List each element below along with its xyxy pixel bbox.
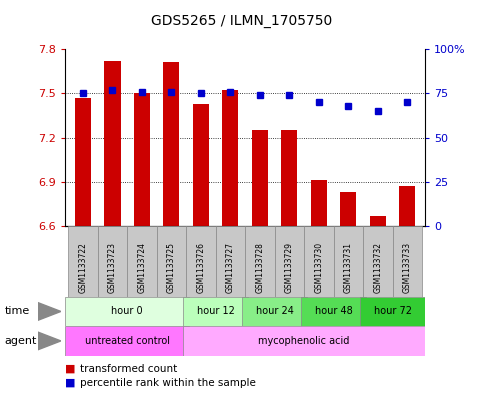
Text: hour 12: hour 12	[197, 307, 235, 316]
Bar	[370, 216, 386, 226]
Bar	[304, 226, 334, 297]
Text: hour 24: hour 24	[256, 307, 294, 316]
Bar	[183, 297, 248, 326]
Bar	[334, 226, 363, 297]
Bar	[360, 297, 425, 326]
Bar	[275, 226, 304, 297]
Bar	[134, 94, 150, 226]
Text: GSM1133732: GSM1133732	[373, 242, 383, 293]
Text: hour 0: hour 0	[111, 307, 143, 316]
Bar	[363, 226, 393, 297]
Bar	[215, 226, 245, 297]
Text: ■: ■	[65, 378, 76, 388]
Text: GSM1133727: GSM1133727	[226, 242, 235, 293]
Text: GSM1133729: GSM1133729	[285, 242, 294, 293]
Bar	[242, 297, 307, 326]
Bar	[104, 61, 120, 226]
Text: ■: ■	[65, 364, 76, 374]
Text: time: time	[5, 307, 30, 316]
Text: hour 48: hour 48	[315, 307, 353, 316]
Text: untreated control: untreated control	[85, 336, 170, 346]
Text: GSM1133724: GSM1133724	[137, 242, 146, 293]
Text: percentile rank within the sample: percentile rank within the sample	[80, 378, 256, 388]
Text: agent: agent	[5, 336, 37, 346]
Bar	[127, 226, 156, 297]
Bar	[68, 226, 98, 297]
Bar	[399, 186, 415, 226]
Text: GDS5265 / ILMN_1705750: GDS5265 / ILMN_1705750	[151, 13, 332, 28]
Bar	[393, 226, 422, 297]
Bar	[281, 130, 298, 226]
Bar	[98, 226, 127, 297]
Text: hour 72: hour 72	[373, 307, 412, 316]
Bar	[163, 62, 180, 226]
Bar	[186, 226, 215, 297]
Polygon shape	[38, 332, 61, 350]
Text: GSM1133730: GSM1133730	[314, 242, 323, 293]
Bar	[340, 192, 356, 226]
Bar	[222, 90, 239, 226]
Text: mycophenolic acid: mycophenolic acid	[258, 336, 350, 346]
Text: GSM1133731: GSM1133731	[344, 242, 353, 293]
Text: GSM1133723: GSM1133723	[108, 242, 117, 293]
Bar	[65, 297, 189, 326]
Bar	[193, 104, 209, 226]
Text: GSM1133725: GSM1133725	[167, 242, 176, 293]
Bar	[301, 297, 366, 326]
Text: transformed count: transformed count	[80, 364, 177, 374]
Text: GSM1133733: GSM1133733	[403, 242, 412, 293]
Bar	[245, 226, 275, 297]
Bar	[65, 326, 189, 356]
Text: GSM1133722: GSM1133722	[78, 242, 87, 293]
Polygon shape	[38, 303, 61, 320]
Bar	[75, 98, 91, 226]
Bar	[156, 226, 186, 297]
Bar	[311, 180, 327, 226]
Bar	[183, 326, 425, 356]
Text: GSM1133728: GSM1133728	[256, 242, 264, 293]
Text: GSM1133726: GSM1133726	[197, 242, 205, 293]
Bar	[252, 130, 268, 226]
